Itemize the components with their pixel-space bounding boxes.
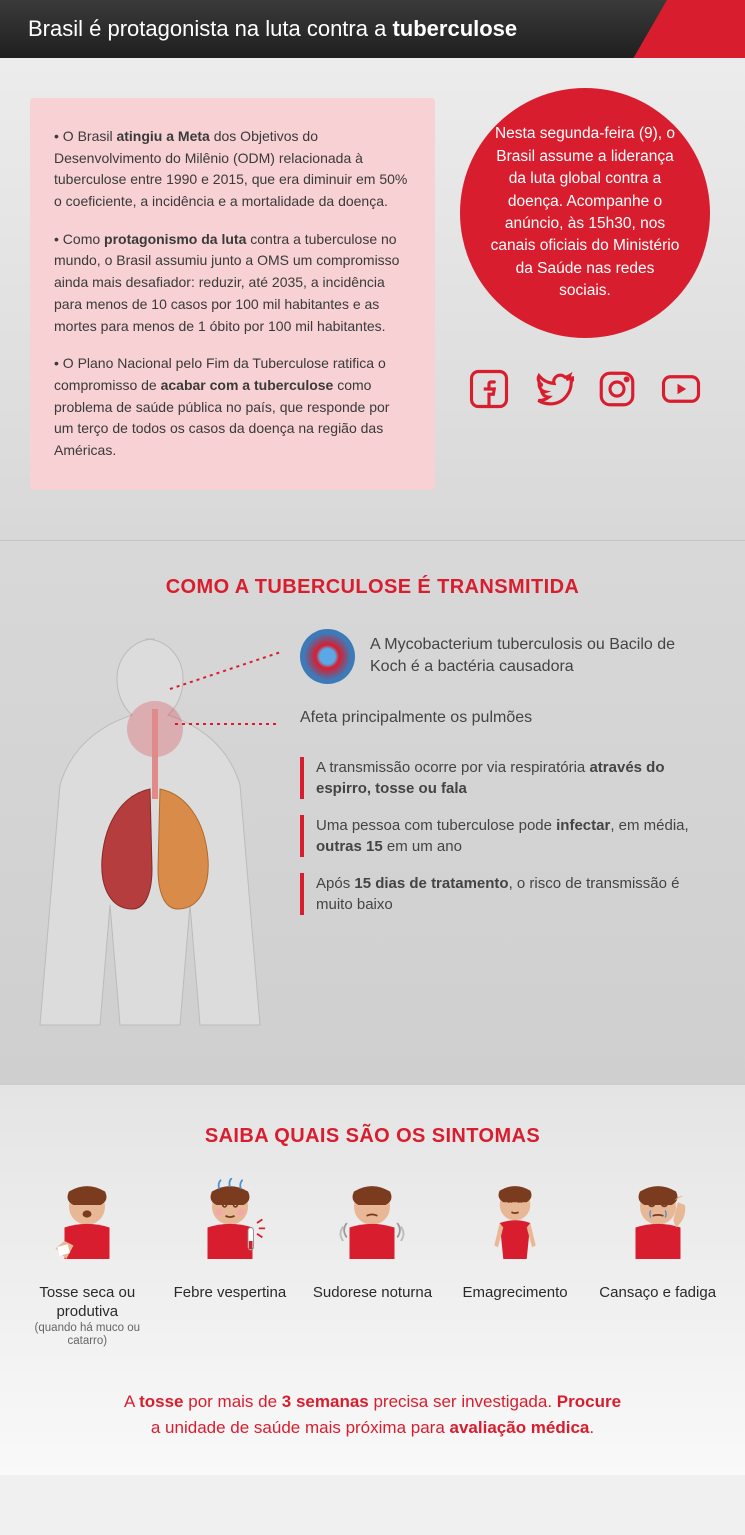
symptoms-row: Tosse seca ou produtiva (quando há muco … xyxy=(20,1178,725,1350)
transmission-content: A Mycobacterium tuberculosis ou Bacilo d… xyxy=(30,629,715,1034)
pink-info-box: • O Brasil atingiu a Meta dos Objetivos … xyxy=(30,98,435,490)
twitter-icon[interactable] xyxy=(532,368,574,415)
symptom-label: Febre vespertina xyxy=(163,1283,298,1303)
header-bar: Brasil é protagonista na luta contra a t… xyxy=(0,0,745,58)
symptom-fatigue: Cansaço e fadiga xyxy=(590,1178,725,1350)
symptom-cough: Tosse seca ou produtiva (quando há muco … xyxy=(20,1178,155,1350)
symptom-label: Tosse seca ou produtiva xyxy=(20,1283,155,1322)
symptom-label: Emagrecimento xyxy=(448,1283,583,1303)
symptom-note: (quando há muco ou catarro) xyxy=(20,1322,155,1350)
symptom-sweat: Sudorese noturna xyxy=(305,1178,440,1350)
bullet-1: • O Brasil atingiu a Meta dos Objetivos … xyxy=(54,126,411,213)
youtube-icon[interactable] xyxy=(660,368,702,415)
bacteria-icon xyxy=(300,629,355,684)
instagram-icon[interactable] xyxy=(596,368,638,415)
symptom-label: Sudorese noturna xyxy=(305,1283,440,1303)
transmission-section: COMO A TUBERCULOSE É TRANSMITIDA A M xyxy=(0,540,745,1084)
footer-callout: A tosse por mais de 3 semanas precisa se… xyxy=(20,1389,725,1440)
fact-1: A transmissão ocorre por via respiratóri… xyxy=(300,757,715,799)
transmission-title: COMO A TUBERCULOSE É TRANSMITIDA xyxy=(30,576,715,599)
bacteria-text: A Mycobacterium tuberculosis ou Bacilo d… xyxy=(370,634,715,679)
body-figure xyxy=(30,629,280,1034)
fact-3: Após 15 dias de tratamento, o risco de t… xyxy=(300,873,715,915)
symptoms-section: SAIBA QUAIS SÃO OS SINTOMAS Tosse seca o… xyxy=(0,1084,745,1476)
header-title-bold: tuberculose xyxy=(392,16,517,41)
lungs-text: Afeta principalmente os pulmões xyxy=(300,709,715,727)
bacteria-row: A Mycobacterium tuberculosis ou Bacilo d… xyxy=(300,629,715,684)
red-circle-callout: Nesta segunda-feira (9), o Brasil assume… xyxy=(460,88,710,338)
symptom-label: Cansaço e fadiga xyxy=(590,1283,725,1303)
right-column: Nesta segunda-feira (9), o Brasil assume… xyxy=(455,98,715,415)
transmission-facts-list: A transmissão ocorre por via respiratóri… xyxy=(300,757,715,915)
bullet-3: • O Plano Nacional pelo Fim da Tuberculo… xyxy=(54,353,411,461)
facebook-icon[interactable] xyxy=(468,368,510,415)
red-circle-text: Nesta segunda-feira (9), o Brasil assume… xyxy=(490,123,680,303)
symptom-weightloss: Emagrecimento xyxy=(448,1178,583,1350)
top-section: • O Brasil atingiu a Meta dos Objetivos … xyxy=(0,58,745,540)
symptom-fever: Febre vespertina xyxy=(163,1178,298,1350)
symptoms-title: SAIBA QUAIS SÃO OS SINTOMAS xyxy=(20,1125,725,1148)
transmission-text-column: A Mycobacterium tuberculosis ou Bacilo d… xyxy=(280,629,715,1034)
bullet-2: • Como protagonismo da luta contra a tub… xyxy=(54,229,411,337)
fact-2: Uma pessoa com tuberculose pode infectar… xyxy=(300,815,715,857)
header-title-plain: Brasil é protagonista na luta contra a xyxy=(28,16,392,41)
social-icons-row xyxy=(468,368,702,415)
